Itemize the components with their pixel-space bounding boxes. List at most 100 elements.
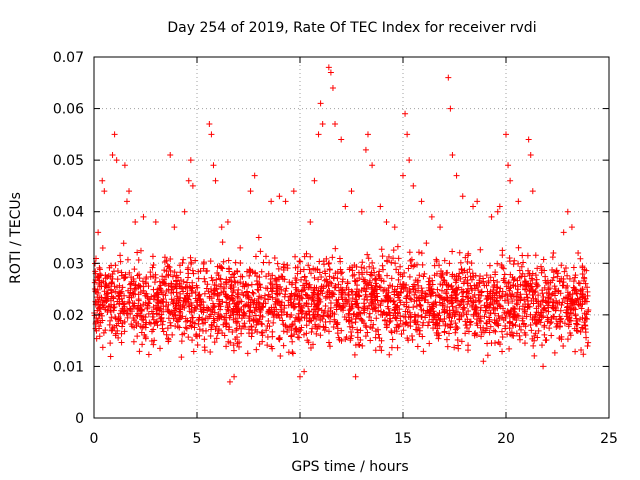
data-point (278, 312, 285, 319)
data-point (510, 277, 517, 284)
data-point (135, 296, 142, 303)
data-point (490, 304, 497, 311)
data-point (444, 310, 451, 317)
data-point (504, 331, 511, 338)
data-point (231, 270, 238, 277)
data-point (369, 259, 376, 266)
data-point (292, 275, 299, 282)
data-point (118, 339, 125, 346)
data-point (316, 314, 323, 321)
data-point (533, 283, 540, 290)
data-point-peak (290, 188, 297, 195)
data-point (145, 310, 152, 317)
data-point (277, 306, 284, 313)
data-point (514, 286, 521, 293)
data-point (454, 337, 461, 344)
data-point (216, 275, 223, 282)
data-point (194, 303, 201, 310)
data-point (135, 282, 142, 289)
data-point (406, 249, 413, 256)
data-point (261, 292, 268, 299)
data-point (248, 323, 255, 330)
data-point (462, 330, 469, 337)
data-point (246, 272, 253, 279)
data-point (568, 305, 575, 312)
data-point (564, 272, 571, 279)
data-point (561, 268, 568, 275)
data-point (337, 258, 344, 265)
data-point (397, 317, 404, 324)
data-point (372, 276, 379, 283)
data-point (437, 272, 444, 279)
data-point (574, 290, 581, 297)
data-point (445, 330, 452, 337)
data-point (368, 317, 375, 324)
grid (94, 57, 609, 418)
data-point (395, 255, 402, 262)
data-point (107, 353, 114, 360)
data-point-peak (564, 208, 571, 215)
data-point-peak (251, 172, 258, 179)
data-point (585, 339, 592, 346)
data-point (309, 341, 316, 348)
data-point (483, 320, 490, 327)
data-point (459, 269, 466, 276)
data-point (245, 296, 252, 303)
data-point (461, 305, 468, 312)
data-point (414, 343, 421, 350)
data-point (361, 320, 368, 327)
data-point (292, 314, 299, 321)
data-point (504, 296, 511, 303)
data-point (494, 260, 501, 267)
data-point (452, 320, 459, 327)
data-point (399, 281, 406, 288)
data-point (370, 265, 377, 272)
data-point (131, 302, 138, 309)
data-point (412, 319, 419, 326)
data-point-peak (404, 131, 411, 138)
data-point (571, 286, 578, 293)
data-point (289, 350, 296, 357)
data-point (144, 304, 151, 311)
data-point (215, 326, 222, 333)
data-point (258, 303, 265, 310)
data-point-peak (327, 69, 334, 76)
data-point (240, 280, 247, 287)
data-point (188, 309, 195, 316)
data-point (200, 260, 207, 267)
data-point (189, 337, 196, 344)
data-point (174, 323, 181, 330)
data-point (96, 277, 103, 284)
data-point (310, 311, 317, 318)
data-point (568, 298, 575, 305)
data-point (128, 308, 135, 315)
data-point (448, 297, 455, 304)
data-point (137, 306, 144, 313)
data-point (574, 321, 581, 328)
data-point (171, 312, 178, 319)
data-point (582, 280, 589, 287)
data-point (433, 258, 440, 265)
data-point (157, 345, 164, 352)
data-point (280, 342, 287, 349)
data-point (207, 311, 214, 318)
data-point (501, 309, 508, 316)
data-point (213, 335, 220, 342)
data-point (241, 283, 248, 290)
data-point (312, 303, 319, 310)
data-point (140, 283, 147, 290)
data-point (540, 293, 547, 300)
data-point (182, 299, 189, 306)
data-point (198, 298, 205, 305)
data-point (292, 264, 299, 271)
data-point (297, 268, 304, 275)
data-point (262, 253, 269, 260)
data-point (107, 340, 114, 347)
data-point-peak (575, 249, 582, 256)
data-point (228, 285, 235, 292)
data-point (582, 295, 589, 302)
data-point (515, 244, 522, 251)
data-point (453, 297, 460, 304)
data-point (307, 345, 314, 352)
data-point (498, 328, 505, 335)
